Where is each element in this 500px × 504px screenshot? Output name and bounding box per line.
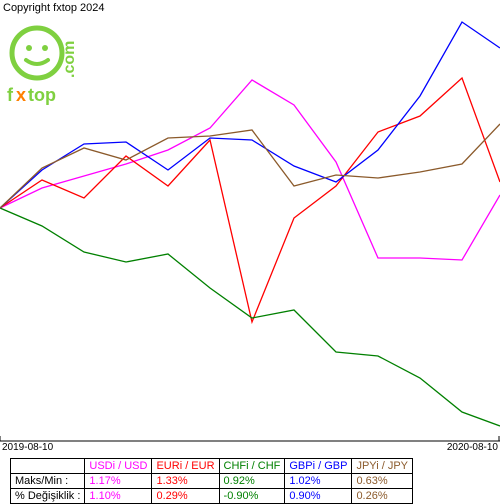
series-jpyijpy bbox=[0, 124, 500, 208]
x-axis-start-label: 2019-08-10 bbox=[2, 442, 53, 453]
x-axis-end-label: 2020-08-10 bbox=[447, 442, 498, 453]
row-label: Maks/Min : bbox=[11, 474, 85, 489]
table-cell: 0.90% bbox=[285, 489, 352, 504]
table-cell: 1.02% bbox=[285, 474, 352, 489]
table-row: % Değişiklik :1.10%0.29%-0.90%0.90%0.26% bbox=[11, 489, 413, 504]
series-chfichf bbox=[0, 208, 500, 426]
table-row: USDi / USDEURi / EURCHFi / CHFGBPi / GBP… bbox=[11, 459, 413, 474]
series-usdiusd bbox=[0, 80, 500, 260]
table-cell: USDi / USD bbox=[85, 459, 152, 474]
table-cell: GBPi / GBP bbox=[285, 459, 352, 474]
line-chart bbox=[0, 0, 500, 442]
row-label bbox=[11, 459, 85, 474]
table-cell: 0.92% bbox=[219, 474, 285, 489]
stats-table: USDi / USDEURi / EURCHFi / CHFGBPi / GBP… bbox=[10, 458, 413, 504]
table-cell: JPYi / JPY bbox=[352, 459, 413, 474]
series-gbpigbp bbox=[0, 22, 500, 208]
table-cell: 1.10% bbox=[85, 489, 152, 504]
table-cell: 0.63% bbox=[352, 474, 413, 489]
row-label: % Değişiklik : bbox=[11, 489, 85, 504]
table-cell: 0.26% bbox=[352, 489, 413, 504]
table-cell: CHFi / CHF bbox=[219, 459, 285, 474]
table-cell: -0.90% bbox=[219, 489, 285, 504]
series-eurieur bbox=[0, 78, 500, 322]
table-cell: 1.17% bbox=[85, 474, 152, 489]
table-cell: 0.29% bbox=[152, 489, 219, 504]
table-cell: EURi / EUR bbox=[152, 459, 219, 474]
table-cell: 1.33% bbox=[152, 474, 219, 489]
table-row: Maks/Min :1.17%1.33%0.92%1.02%0.63% bbox=[11, 474, 413, 489]
